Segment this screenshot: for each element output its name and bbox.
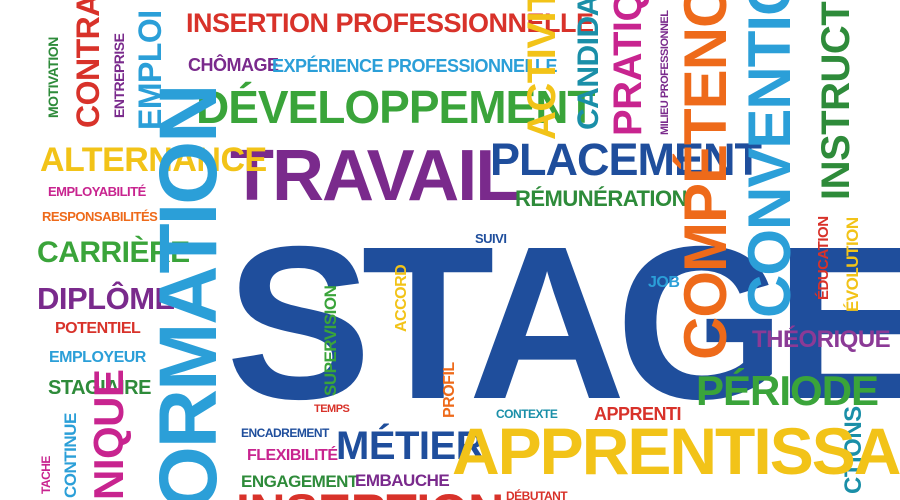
word-insertion: INSERTION — [236, 487, 504, 500]
word-contrat: CONTRAT — [70, 0, 106, 128]
word-periode: PÉRIODE — [696, 367, 879, 414]
word-developpement: DÉVELOPPEMENT — [196, 81, 596, 133]
word-travail: TRAVAIL — [230, 136, 519, 216]
word-insertion-professionnelle: INSERTION PROFESSIONNELLE — [186, 8, 594, 38]
word-experience-professionnelle: EXPÉRIENCE PROFESSIONNELLE — [272, 56, 558, 76]
word-debutant: DÉBUTANT — [506, 489, 568, 500]
word-suivi: SUIVI — [475, 231, 507, 246]
word-chomage: CHÔMAGE — [188, 55, 279, 75]
word-diplome: DIPLÔME — [37, 281, 175, 316]
word-apprenti: APPRENTI — [594, 404, 682, 424]
word-stagiaire: STAGIAIRE — [48, 377, 151, 399]
word-pratique: PRATIQUE — [606, 0, 650, 136]
word-temps: TEMPS — [314, 403, 350, 415]
word-motivation: MOTIVATION — [45, 37, 61, 118]
word-milieu-professionnel: MILIEU PROFESSIONNEL — [659, 10, 671, 135]
word-supervision: SUPERVISION — [321, 285, 340, 396]
word-education: ÉDUCATION — [815, 216, 832, 300]
word-candidat: CANDIDAT — [572, 0, 605, 130]
word-accord: ACCORD — [393, 264, 410, 332]
word-remuneration: RÉMUNÉRATION — [515, 186, 688, 211]
word-profil: PROFIL — [441, 362, 458, 418]
word-competences: COMPÉTENCES — [672, 0, 739, 360]
word-entreprise: ENTREPRISE — [111, 33, 127, 118]
word-placement: PLACEMENT — [490, 134, 762, 185]
word-alternance: ALTERNANCE — [40, 141, 267, 179]
word-instruction: INSTRUCTION — [814, 0, 858, 200]
word-engagement: ENGAGEMENT — [241, 472, 358, 491]
word-contexte: CONTEXTE — [496, 407, 558, 421]
word-activite: ACTIVITÉ — [520, 0, 564, 140]
word-apprentissage: APPRENTISSAGE — [452, 414, 900, 488]
word-evolution: ÉVOLUTION — [843, 217, 862, 312]
word-flexibilite: FLEXIBILITÉ — [247, 447, 338, 464]
word-formation: ORMATION — [143, 85, 234, 500]
word-job: JOB — [648, 274, 680, 291]
word-encadrement: ENCADREMENT — [241, 426, 329, 440]
word-employeur: EMPLOYEUR — [49, 349, 146, 366]
word-metier: MÉTIER — [336, 424, 485, 468]
word-embauche: EMBAUCHE — [355, 471, 450, 490]
word-carriere: CARRIÈRE — [37, 236, 190, 269]
word-continue: CONTINUE — [61, 413, 80, 498]
word-potentiel: POTENTIEL — [55, 320, 141, 337]
word-stage: STAGE — [226, 202, 900, 445]
word-employabilite: EMPLOYABILITÉ — [48, 184, 146, 199]
word-responsabilites: RESPONSABILITÉS — [42, 209, 158, 224]
word-tache: TACHE — [39, 456, 53, 494]
word-theorique: THÉORIQUE — [752, 326, 891, 353]
word-technique: NIQUE — [85, 369, 132, 500]
word-convention: CONVENTION — [736, 0, 803, 318]
